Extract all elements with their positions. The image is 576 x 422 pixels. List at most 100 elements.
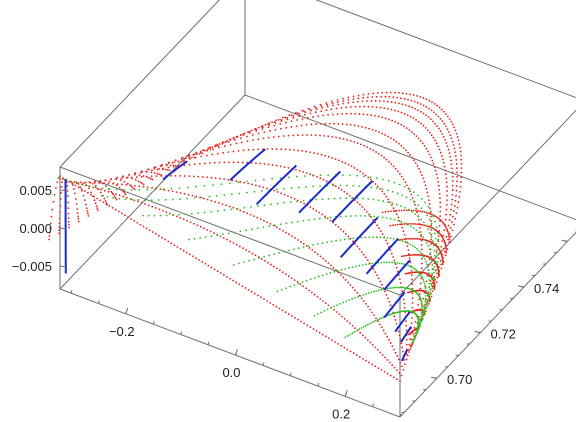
red-profile-curve-7-point	[280, 127, 282, 130]
green-diagonal-curve-3-point	[308, 219, 310, 221]
x-minor-tick	[97, 300, 100, 304]
red-profile-curve-2-point	[400, 365, 403, 368]
red-profile-curve-5-point	[242, 149, 245, 152]
red-profile-curve-5-point	[288, 148, 291, 151]
red-profile-curve-12-point	[232, 137, 235, 140]
red-profile-curve-9-point	[443, 229, 446, 232]
x-minor-tick	[235, 351, 237, 356]
red-profile-curve-6-point	[414, 320, 417, 323]
red-profile-curve-8-point	[374, 114, 376, 117]
red-profile-curve-0-point	[188, 253, 191, 256]
red-profile-curve-3-point	[377, 277, 380, 280]
green-diagonal-curve-1-point	[261, 190, 263, 192]
green-diagonal-curve-0-point	[69, 180, 72, 183]
red-profile-curve-0-point	[355, 354, 358, 356]
red-profile-curve-7-point	[425, 187, 428, 190]
red-profile-curve-2-point	[80, 181, 82, 184]
y-tick-label: 0.74	[534, 281, 559, 296]
red-profile-curve-5-point	[390, 204, 393, 207]
red-profile-curve-3-point	[318, 211, 321, 214]
green-diagonal-curve-7-point	[392, 312, 394, 315]
red-apex-curve-0-point	[403, 209, 406, 212]
red-profile-curve-0-point	[368, 361, 370, 364]
red-profile-curve-3-point	[251, 183, 253, 186]
red-profile-curve-11-point	[257, 126, 260, 129]
green-diagonal-curve-1-point	[186, 197, 189, 200]
red-profile-curve-10-point	[394, 101, 397, 104]
green-diagonal-curve-6-point	[419, 319, 422, 322]
red-profile-curve-4-point	[405, 324, 408, 327]
red-apex-curve-0-point	[435, 215, 438, 218]
red-profile-curve-9-point	[435, 142, 438, 145]
red-profile-curve-12-point	[398, 91, 400, 94]
red-profile-curve-5	[52, 148, 414, 357]
green-diagonal-curve-0-point	[431, 287, 434, 290]
red-profile-curve-0-point	[312, 328, 315, 330]
red-profile-curve-4-point	[337, 187, 340, 189]
green-diagonal-curve-1-point	[381, 188, 384, 191]
red-profile-curve-6-point	[140, 171, 143, 173]
red-profile-curve-9-point	[439, 151, 442, 154]
red-profile-curve-10-point	[451, 193, 454, 196]
red-profile-curve-6-point	[410, 193, 413, 196]
red-profile-curve-11-point	[114, 196, 117, 199]
red-profile-curve-8-point	[405, 127, 408, 130]
red-profile-curve-12-point	[440, 267, 443, 270]
red-profile-curve-1-point	[324, 302, 327, 305]
red-apex-curve-0-point	[398, 209, 401, 212]
red-apex-curve-2	[395, 237, 444, 266]
red-profile-curve-6-point	[406, 184, 408, 187]
green-diagonal-curve-0-point	[437, 245, 440, 248]
red-apex-curve-2-point	[407, 237, 410, 240]
red-profile-curve-1-point	[343, 317, 346, 320]
red-profile-curve-2-point	[394, 351, 397, 354]
red-profile-curve-7	[50, 122, 433, 351]
green-diagonal-curve-4-point	[302, 246, 305, 248]
green-diagonal-curve-1-point	[434, 269, 437, 272]
red-profile-curve-7-point	[131, 177, 133, 180]
red-profile-curve-11-point	[67, 223, 70, 226]
red-profile-curve-7-point	[153, 168, 156, 170]
red-profile-curve-2-point	[151, 187, 153, 189]
blue-cross-section-6	[339, 216, 379, 258]
red-profile-curve-11-point	[450, 137, 453, 140]
red-profile-curve-11-point	[326, 103, 329, 106]
red-profile-curve-7-point	[337, 122, 340, 125]
red-profile-curve-10-point	[273, 121, 276, 123]
red-profile-curve-6-point	[421, 257, 423, 260]
red-profile-curve-1-point	[364, 336, 367, 339]
green-diagonal-curve-5-point	[409, 265, 411, 268]
red-profile-curve-1-point	[248, 250, 251, 253]
red-apex-curve-0-point	[425, 211, 428, 214]
red-profile-curve-5-point	[88, 187, 90, 190]
red-profile-curve-7-point	[59, 211, 61, 214]
green-diagonal-curve-1-point	[426, 301, 429, 304]
red-profile-curve-9-point	[431, 282, 434, 284]
red-profile-curve-4-point	[393, 259, 396, 262]
red-profile-curve-11-point	[419, 103, 422, 105]
red-profile-curve-7-point	[167, 162, 170, 164]
red-profile-curve-2-point	[311, 249, 314, 251]
red-profile-curve-10-point	[417, 109, 419, 112]
red-profile-curve-8-point	[437, 240, 439, 243]
red-profile-curve-10-point	[113, 195, 116, 198]
red-profile-curve-1-point	[391, 364, 394, 366]
red-profile-curve-12-point	[362, 93, 365, 96]
red-profile-curve-3-point	[88, 181, 91, 184]
green-diagonal-curve-1	[100, 184, 438, 344]
red-profile-curve-8-point	[165, 164, 168, 167]
red-profile-curve-4-point	[73, 188, 75, 190]
red-profile-curve-3-point	[183, 175, 186, 177]
red-profile-curve-12-point	[430, 295, 433, 298]
red-profile-curve-3-point	[400, 342, 403, 345]
red-profile-curve-7-point	[405, 149, 407, 152]
red-profile-curve-0-point	[114, 208, 117, 211]
green-diagonal-curve-7-point	[416, 327, 419, 329]
red-profile-curve-10-point	[67, 220, 70, 223]
red-profile-curve-4-point	[346, 192, 349, 195]
red-profile-curve-5-point	[344, 162, 347, 165]
red-profile-curve-12-point	[87, 214, 90, 217]
red-profile-curve-11-point	[331, 102, 334, 105]
box-edge-left-bottom	[59, 94, 246, 290]
red-profile-curve-9-point	[375, 106, 378, 109]
